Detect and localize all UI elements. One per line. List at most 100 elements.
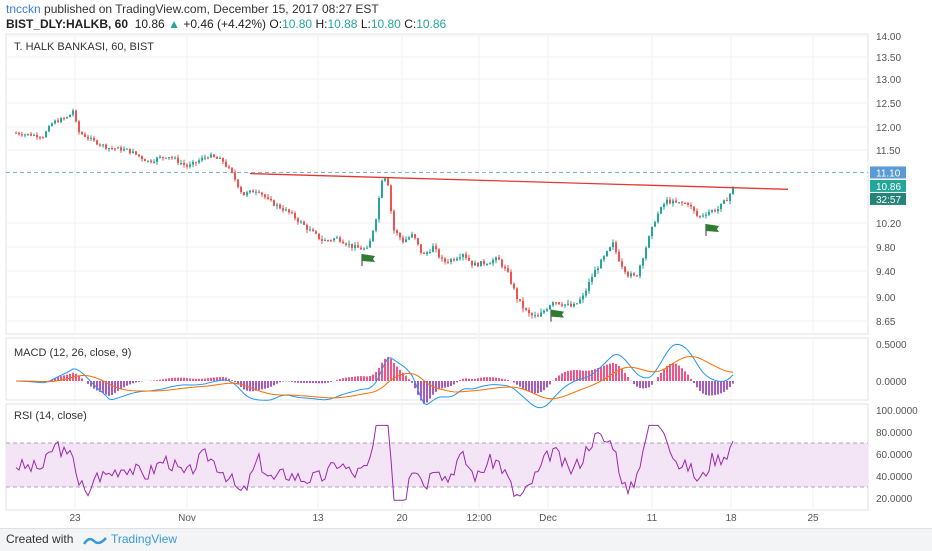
trendline-segment[interactable] (249, 172, 789, 190)
candle-body (141, 156, 143, 160)
candle-body (51, 123, 53, 127)
close-value: 10.86 (416, 17, 447, 31)
candle-body (303, 221, 305, 225)
candle-body (447, 261, 449, 263)
candle-body (150, 160, 152, 163)
candle-body (87, 136, 89, 139)
price-tag-label: 11.10 (876, 168, 901, 179)
candle-body (636, 275, 638, 277)
candle-body (633, 273, 635, 276)
candle-body (531, 313, 533, 316)
candle-body (171, 157, 173, 159)
tradingview-brand[interactable]: TradingView (111, 532, 178, 546)
candles (15, 108, 734, 319)
candle-body (219, 158, 221, 160)
candle-body (708, 211, 710, 215)
rsi-y-tick: 100.0000 (876, 406, 918, 417)
y-tick-label: 14.00 (876, 32, 901, 43)
candle-body (576, 303, 578, 305)
candle-body (243, 192, 245, 196)
price-tag-bg (870, 179, 906, 192)
candle-body (609, 247, 611, 251)
candle-body (177, 157, 179, 163)
candle-body (285, 209, 287, 211)
candle-body (552, 302, 554, 306)
candle-body (696, 210, 698, 216)
candle-body (654, 222, 656, 227)
candle-body (360, 247, 362, 250)
rsi-y-tick: 60.0000 (876, 450, 913, 461)
candle-body (276, 204, 278, 206)
rsi-series (15, 424, 734, 501)
candle-body (573, 304, 575, 307)
rsi-line (15, 424, 734, 501)
candle-body (42, 137, 44, 139)
candle-body (147, 160, 149, 162)
candle-body (210, 154, 212, 158)
candle-body (597, 268, 599, 271)
candle-body (675, 200, 677, 203)
candle-body (339, 237, 341, 242)
candle-body (168, 157, 170, 159)
candle-body (39, 137, 41, 139)
x-tick-label: 11 (647, 513, 658, 524)
y-tick-label: 9.80 (876, 243, 896, 254)
candle-body (474, 262, 476, 266)
candle-body (228, 166, 230, 168)
candle-body (162, 156, 164, 158)
candle-body (411, 234, 413, 238)
candle-body (705, 214, 707, 216)
candle-body (198, 160, 200, 163)
candle-body (600, 259, 602, 269)
candle-body (432, 246, 434, 253)
candle-body (489, 263, 491, 265)
chart-canvas[interactable]: 14.00 13.50 13.00 12.50 12.00 11.50 10.20 9.80 9… (0, 0, 932, 528)
candle-body (369, 240, 371, 248)
author-link[interactable]: tncckn (6, 2, 41, 16)
candle-body (237, 179, 239, 187)
high-value: 10.88 (327, 17, 358, 31)
candle-body (579, 299, 581, 304)
open-value: 10.80 (282, 17, 313, 31)
candle-body (252, 190, 254, 193)
tradingview-logo-icon (83, 537, 107, 545)
candle-body (567, 303, 569, 305)
candle-body (651, 226, 653, 237)
candle-body (27, 133, 29, 135)
candle-body (357, 245, 359, 248)
trendline[interactable] (249, 172, 789, 190)
last-price: 10.86 (134, 17, 165, 31)
candle-body (36, 134, 38, 138)
candle-body (138, 154, 140, 157)
change-value: +0.46 (+4.42%) (183, 17, 267, 31)
candle-body (570, 303, 572, 307)
y-tick-label: 9.40 (876, 267, 896, 278)
high-label: H: (315, 17, 328, 31)
candle-body (456, 258, 458, 261)
price-tag-bg (870, 192, 906, 205)
candle-body (612, 242, 614, 248)
y-tick-label: 11.50 (876, 146, 901, 157)
candle-body (393, 211, 395, 231)
candle-body (438, 249, 440, 258)
candle-body (225, 161, 227, 167)
candle-body (270, 198, 272, 201)
candle-body (45, 131, 47, 138)
candle-body (189, 164, 191, 167)
candle-body (480, 261, 482, 267)
chart-title: T. HALK BANKASI, 60, BIST (14, 41, 154, 53)
candle-body (21, 134, 23, 136)
x-tick-label: 23 (69, 513, 81, 524)
candle-body (204, 157, 206, 159)
candle-body (279, 204, 281, 209)
candle-body (702, 215, 704, 217)
candle-body (201, 157, 203, 161)
candle-body (630, 273, 632, 277)
candle-body (180, 162, 182, 164)
candle-body (159, 156, 161, 158)
candle-body (465, 254, 467, 258)
candle-body (555, 302, 557, 304)
candle-body (525, 308, 527, 310)
candle-body (477, 262, 479, 267)
candle-body (324, 240, 326, 242)
